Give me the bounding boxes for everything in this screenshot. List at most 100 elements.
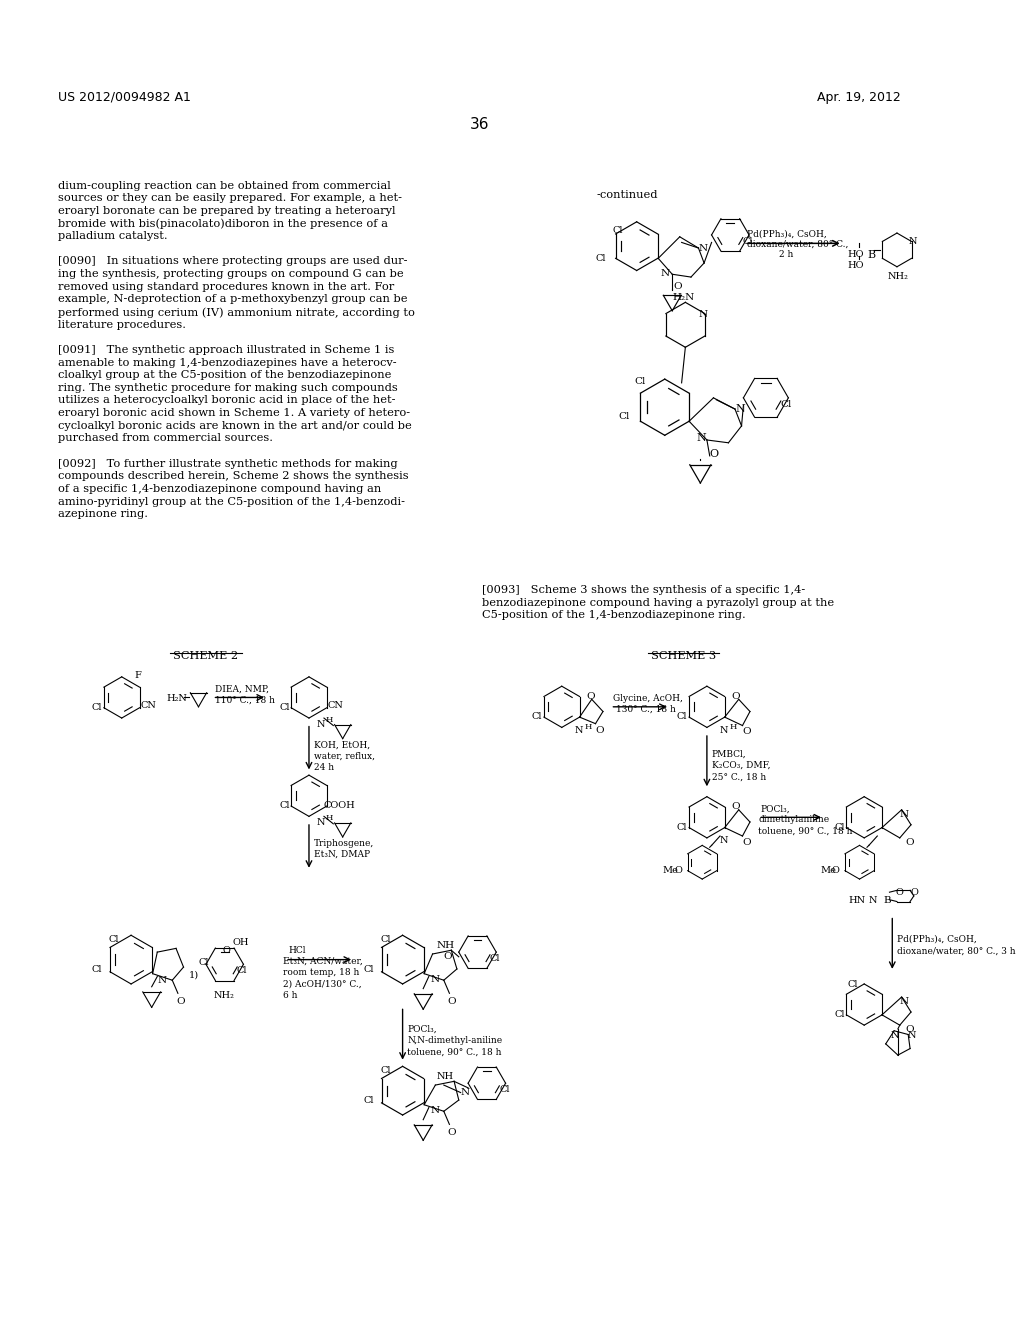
Text: H₂N: H₂N [167,694,187,702]
Text: purchased from commercial sources.: purchased from commercial sources. [58,433,273,444]
Text: N: N [891,1031,899,1040]
Text: [0090]   In situations where protecting groups are used dur-: [0090] In situations where protecting gr… [58,256,408,267]
Text: N: N [698,310,708,319]
Text: N: N [660,269,670,279]
Text: Pd(PPh₃)₄, CsOH,: Pd(PPh₃)₄, CsOH, [748,230,827,239]
Text: example, N-deprotection of a p-methoxybenzyl group can be: example, N-deprotection of a p-methoxybe… [58,294,408,305]
Text: amino-pyridinyl group at the C5-position of the 1,4-benzodi-: amino-pyridinyl group at the C5-position… [58,496,406,507]
Text: SCHEME 2: SCHEME 2 [173,651,239,660]
Text: 2 h: 2 h [779,249,794,259]
Text: Cl: Cl [742,236,753,246]
Text: NH₂: NH₂ [888,272,908,281]
Text: HN: HN [848,896,865,906]
Text: H: H [326,814,333,822]
Text: N: N [698,243,708,252]
Text: Cl: Cl [835,1010,845,1019]
Text: O: O [905,1026,914,1034]
Text: POCl₃,: POCl₃, [760,804,790,813]
Text: NH₂: NH₂ [213,990,234,999]
Text: 24 h: 24 h [313,763,334,772]
Text: HO: HO [847,249,864,259]
Text: compounds described herein, Scheme 2 shows the synthesis: compounds described herein, Scheme 2 sho… [58,471,409,482]
Text: dioxane/water, 80° C., 3 h: dioxane/water, 80° C., 3 h [897,946,1016,956]
Text: K₂CO₃, DMF,: K₂CO₃, DMF, [712,762,770,770]
Text: Cl: Cl [617,412,630,421]
Text: HO: HO [847,261,864,271]
Text: Cl: Cl [596,253,606,263]
Text: Cl: Cl [364,965,374,974]
Text: N: N [869,896,878,906]
Text: amenable to making 1,4-benzodiazepines have a heterocv-: amenable to making 1,4-benzodiazepines h… [58,358,396,367]
Text: Pd(PPh₃)₄, CsOH,: Pd(PPh₃)₄, CsOH, [897,935,977,944]
Text: removed using standard procedures known in the art. For: removed using standard procedures known … [58,281,394,292]
Text: N: N [316,818,325,828]
Text: 1): 1) [189,970,200,979]
Text: N: N [907,1031,915,1040]
Text: HCl: HCl [289,945,306,954]
Text: Cl: Cl [380,1067,390,1076]
Text: Cl: Cl [677,713,687,722]
Text: Cl: Cl [635,378,646,387]
Text: N: N [735,404,744,414]
Text: room temp, 18 h: room temp, 18 h [283,968,359,977]
Text: utilizes a heterocycloalkyl boronic acid in place of the het-: utilizes a heterocycloalkyl boronic acid… [58,396,395,405]
Text: dium-coupling reaction can be obtained from commercial: dium-coupling reaction can be obtained f… [58,181,391,190]
Text: N: N [720,726,728,734]
Text: O: O [443,952,453,961]
Text: Cl: Cl [237,966,248,975]
Text: N: N [461,1088,470,1097]
Text: O: O [223,945,230,954]
Text: O: O [905,838,914,847]
Text: palladium catalyst.: palladium catalyst. [58,231,168,242]
Text: toluene, 90° C., 18 h: toluene, 90° C., 18 h [408,1048,502,1056]
Text: O: O [176,997,184,1006]
Text: CN: CN [140,701,157,710]
Text: DIEA, NMP,: DIEA, NMP, [215,684,269,693]
Text: O: O [674,866,682,875]
Text: B: B [867,249,876,260]
Text: -continued: -continued [597,190,658,201]
Text: O: O [596,726,604,734]
Text: eroaryl boronate can be prepared by treating a heteroaryl: eroaryl boronate can be prepared by trea… [58,206,395,216]
Text: Apr. 19, 2012: Apr. 19, 2012 [817,91,901,104]
Text: Cl: Cl [847,981,858,989]
Text: Me: Me [663,866,679,875]
Text: US 2012/0094982 A1: US 2012/0094982 A1 [58,91,190,104]
Text: Cl: Cl [92,965,102,974]
Text: sources or they can be easily prepared. For example, a het-: sources or they can be easily prepared. … [58,193,402,203]
Text: N: N [696,433,707,442]
Text: O: O [586,692,595,701]
Text: PMBCl,: PMBCl, [712,750,746,759]
Text: cycloalkyl boronic acids are known in the art and/or could be: cycloalkyl boronic acids are known in th… [58,421,412,430]
Text: 6 h: 6 h [283,990,297,999]
Text: Cl: Cl [677,822,687,832]
Text: Me: Me [820,866,836,875]
Text: [0092]   To further illustrate synthetic methods for making: [0092] To further illustrate synthetic m… [58,458,397,469]
Text: ring. The synthetic procedure for making such compounds: ring. The synthetic procedure for making… [58,383,397,393]
Text: 110° C., 18 h: 110° C., 18 h [215,696,275,705]
Text: Cl: Cl [835,822,845,832]
Text: N: N [158,977,167,986]
Text: dioxane/water, 80° C.,: dioxane/water, 80° C., [748,240,849,248]
Text: Cl: Cl [279,704,290,711]
Text: ing the synthesis, protecting groups on compound G can be: ing the synthesis, protecting groups on … [58,269,403,279]
Text: Cl: Cl [612,226,623,235]
Text: Cl: Cl [199,958,209,966]
Text: F: F [135,672,141,680]
Text: Glycine, AcOH,: Glycine, AcOH, [613,694,683,702]
Text: CN: CN [328,701,344,710]
Text: N: N [431,974,440,983]
Text: 36: 36 [470,117,489,132]
Text: toluene, 90° C., 18 h: toluene, 90° C., 18 h [759,826,853,836]
Text: Cl: Cl [531,713,543,722]
Text: N: N [900,997,909,1006]
Text: O: O [731,692,740,701]
Text: Cl: Cl [489,954,500,964]
Text: cloalkyl group at the C5-position of the benzodiazepinone: cloalkyl group at the C5-position of the… [58,370,391,380]
Text: N: N [900,809,909,818]
Text: O: O [731,803,740,812]
Text: eroaryl boronic acid shown in Scheme 1. A variety of hetero-: eroaryl boronic acid shown in Scheme 1. … [58,408,411,418]
Text: H: H [585,723,592,731]
Text: N: N [431,1106,440,1114]
Text: Et₃N, DMAP: Et₃N, DMAP [313,850,370,859]
